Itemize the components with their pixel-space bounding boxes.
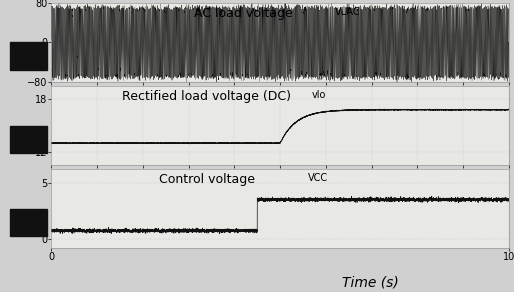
- Bar: [10, 42, 47, 70]
- Text: VCC: VCC: [307, 173, 328, 183]
- Bar: [10, 209, 47, 236]
- Text: vlo: vlo: [312, 90, 326, 100]
- Text: AC load voltage: AC load voltage: [194, 7, 293, 20]
- Bar: [10, 126, 47, 153]
- Text: Control voltage: Control voltage: [159, 173, 255, 186]
- Text: Time (s): Time (s): [342, 275, 398, 289]
- Text: VLAC: VLAC: [335, 7, 361, 17]
- Text: Rectified load voltage (DC): Rectified load voltage (DC): [122, 90, 291, 103]
